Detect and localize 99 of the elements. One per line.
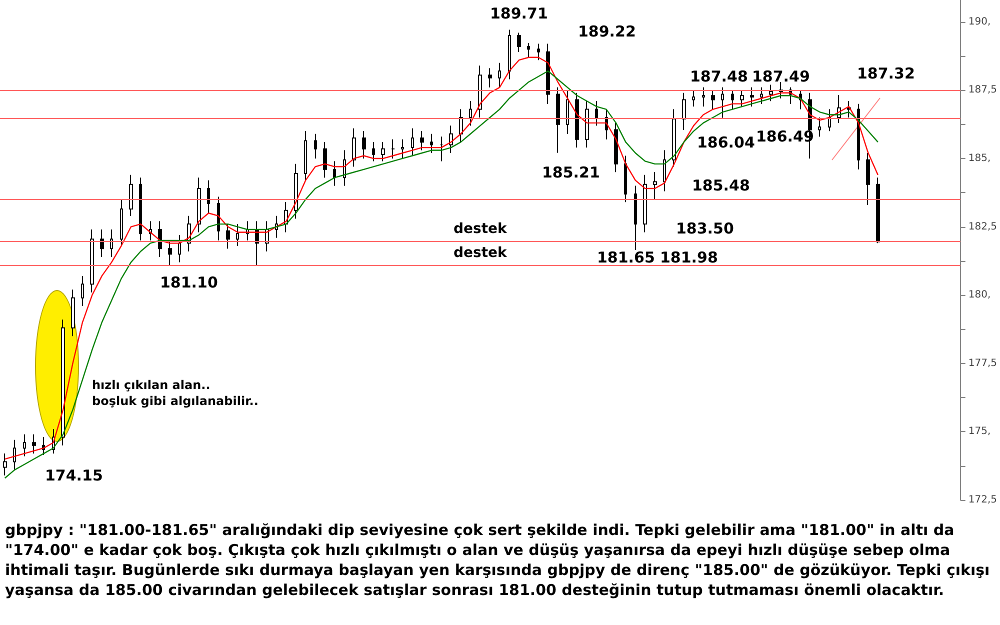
candlestick — [595, 100, 598, 126]
candlestick — [566, 90, 569, 134]
candlestick — [381, 142, 385, 162]
y-tick-label: 190, — [968, 16, 991, 28]
candlestick — [672, 108, 676, 168]
candlestick — [537, 43, 540, 61]
candlestick — [236, 224, 239, 246]
y-tick-label: 180, — [968, 290, 991, 301]
candlestick — [585, 100, 589, 148]
candlestick — [508, 29, 511, 80]
candlestick — [760, 86, 763, 104]
candlestick — [818, 116, 821, 138]
candlestick — [682, 92, 686, 131]
ref-line-label: destek — [454, 220, 508, 237]
candlestick — [459, 108, 463, 143]
annotation: 189.22 — [578, 22, 636, 40]
annotation: 181.98 — [660, 248, 718, 266]
candlestick — [866, 152, 870, 206]
candlestick — [217, 196, 220, 241]
y-tick-label: 172,5 — [968, 494, 998, 506]
candlestick — [120, 198, 123, 246]
candlestick — [362, 130, 366, 159]
candlestick — [226, 224, 230, 250]
annotation: 186.04 — [697, 134, 755, 152]
candlestick — [449, 125, 453, 154]
annotation: 189.71 — [490, 4, 548, 22]
annotation: 187.32 — [857, 64, 915, 82]
annotation: 174.15 — [45, 466, 103, 484]
annotation: 187.49 — [752, 68, 810, 86]
text: gbpjpy : "181.00-181.65" aralığındaki dip seviyesine çok sert şekilde indi. Tepki gelebilir ama "181.00" in altı da "174.00" e kadar çok boş. Çıkışta çok hızlı çıkılmıştı o alan ve düşüş yaşanırsa da epeyi hızlı düşüşe sebep olma ihtimali taşır. Bugünlerde sıkı durmaya başlayan yen karşısında gbpjpy de direnç "185.00" de gözüküyor. Tepki çıkışı yaşansa da 185.00 civarından gelebilecek satışlar sonrası 181.00 desteğinin tutup tutmaması önemli olacaktır. — [5, 520, 991, 600]
candlestick — [653, 172, 657, 200]
candlestick — [478, 65, 482, 118]
candlestick — [556, 86, 560, 154]
candlestick — [32, 434, 36, 454]
annotation: hızlı çıkılan alan.. boşluk gibi algılanabilir.. — [92, 378, 258, 408]
candlestick — [71, 289, 75, 337]
candlestick — [527, 42, 530, 58]
candlestick — [294, 163, 298, 220]
ref-line-label: destek — [454, 245, 508, 262]
candlestick — [498, 62, 501, 88]
candlestick — [828, 108, 831, 132]
candlestick — [711, 90, 715, 110]
y-tick-label: 185, — [968, 152, 991, 164]
candlestick — [3, 453, 7, 476]
candlestick — [90, 229, 94, 293]
candlestick — [847, 100, 851, 118]
candlestick — [440, 136, 443, 162]
y-tick-label: 175, — [968, 426, 991, 438]
candlestick — [139, 177, 142, 241]
candlestick — [81, 275, 84, 307]
candlestick — [430, 133, 433, 154]
candlestick — [721, 86, 724, 118]
candlestick — [546, 43, 550, 104]
candlestick — [420, 130, 424, 151]
candlestick — [372, 142, 375, 162]
candlestick — [168, 240, 172, 266]
y-tick-label: 187,5 — [968, 84, 998, 96]
candlestick — [876, 177, 880, 244]
annotation: 181.10 — [160, 274, 218, 292]
candlestick — [663, 150, 666, 192]
candlestick — [750, 86, 754, 108]
y-tick-label: 182,5 — [968, 221, 998, 232]
annotation: 187.48 — [690, 68, 748, 86]
candlestick — [178, 234, 181, 263]
candlestick — [100, 229, 104, 258]
annotation: 185.48 — [692, 176, 750, 194]
candlestick — [469, 100, 472, 126]
candlestick — [575, 92, 579, 148]
annotation: 185.21 — [542, 164, 600, 182]
candlestick — [692, 90, 695, 108]
candlestick — [197, 177, 201, 233]
y-tick-label: 177,5 — [968, 358, 998, 369]
candlestick — [314, 133, 317, 159]
candlestick — [614, 122, 618, 173]
candlestick — [702, 86, 705, 108]
candlestick — [304, 130, 307, 181]
candlestick — [517, 32, 521, 52]
candlestick — [158, 220, 162, 258]
candlestick — [624, 155, 627, 203]
candlestick — [323, 142, 327, 178]
candlestick — [769, 84, 773, 102]
candlestick — [61, 319, 65, 446]
candlestick — [207, 180, 210, 214]
candlestick — [731, 90, 734, 110]
candlestick — [129, 174, 133, 216]
annotation: 183.50 — [676, 220, 734, 238]
annotation: 181.65 — [597, 248, 655, 266]
candlestick — [643, 174, 647, 233]
candlestick — [488, 68, 492, 88]
candlestick — [401, 138, 404, 159]
candlestick — [352, 128, 356, 168]
candlestick — [110, 229, 113, 258]
candlestick — [333, 160, 336, 186]
candlestick — [391, 138, 395, 159]
candlestick — [634, 185, 637, 250]
candlestick — [740, 90, 744, 108]
candlestick — [411, 128, 414, 156]
candlestick — [23, 434, 26, 457]
candlestick — [13, 439, 16, 470]
